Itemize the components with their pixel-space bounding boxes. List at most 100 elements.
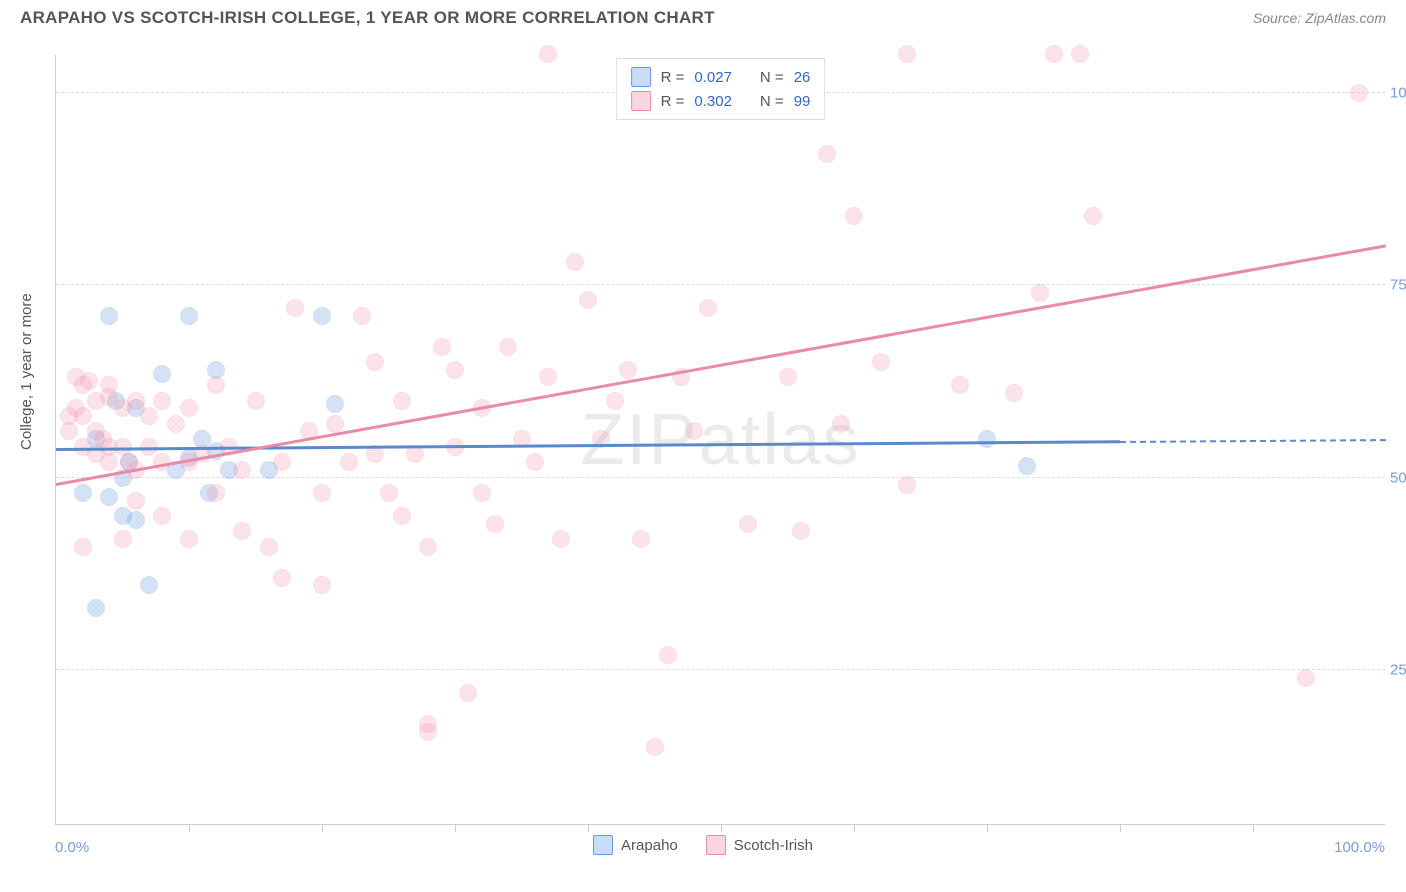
scatter-point <box>153 365 171 383</box>
legend-label: Arapaho <box>621 837 678 854</box>
xtick <box>1120 824 1121 832</box>
chart-title: ARAPAHO VS SCOTCH-IRISH COLLEGE, 1 YEAR … <box>20 8 715 28</box>
chart-header: ARAPAHO VS SCOTCH-IRISH COLLEGE, 1 YEAR … <box>0 0 1406 32</box>
scatter-point <box>353 307 371 325</box>
xtick <box>987 824 988 832</box>
scatter-point <box>978 430 996 448</box>
scatter-point <box>87 599 105 617</box>
scatter-point <box>326 395 344 413</box>
scatter-point <box>419 715 437 733</box>
scatter-point <box>127 511 145 529</box>
scatter-point <box>180 307 198 325</box>
scatter-point <box>273 569 291 587</box>
legend-swatch <box>631 91 651 111</box>
scatter-point <box>951 376 969 394</box>
gridline <box>56 669 1385 670</box>
scatter-point <box>286 299 304 317</box>
scatter-point <box>419 538 437 556</box>
scatter-point <box>233 461 251 479</box>
scatter-point <box>459 684 477 702</box>
r-label: R = <box>661 93 685 110</box>
scatter-point <box>1005 384 1023 402</box>
scatter-point <box>1350 84 1368 102</box>
scatter-point <box>818 145 836 163</box>
xtick <box>1253 824 1254 832</box>
scatter-point <box>845 207 863 225</box>
legend-item: Scotch-Irish <box>706 835 813 855</box>
legend-series: Arapaho Scotch-Irish <box>593 835 813 855</box>
scatter-point <box>486 515 504 533</box>
scatter-point <box>659 646 677 664</box>
scatter-point <box>273 453 291 471</box>
xtick <box>854 824 855 832</box>
scatter-point <box>898 45 916 63</box>
scatter-point <box>1297 669 1315 687</box>
n-label: N = <box>760 93 784 110</box>
scatter-point <box>74 538 92 556</box>
ytick-label: 75.0% <box>1390 277 1406 294</box>
scatter-point <box>127 392 145 410</box>
xtick <box>322 824 323 832</box>
scatter-point <box>326 415 344 433</box>
scatter-point <box>366 353 384 371</box>
legend-swatch <box>706 835 726 855</box>
scatter-point <box>632 530 650 548</box>
watermark-text: ZIPatlas <box>580 399 860 481</box>
scatter-point <box>832 415 850 433</box>
scatter-point <box>566 253 584 271</box>
scatter-point <box>1071 45 1089 63</box>
scatter-point <box>260 538 278 556</box>
scatter-point <box>406 445 424 463</box>
scatter-point <box>539 45 557 63</box>
scatter-point <box>699 299 717 317</box>
ytick-label: 50.0% <box>1390 469 1406 486</box>
scatter-point <box>433 338 451 356</box>
legend-row: R = 0.027 N = 26 <box>631 65 811 89</box>
xaxis-label: 0.0% <box>55 839 89 856</box>
scatter-point <box>100 488 118 506</box>
scatter-point <box>313 307 331 325</box>
scatter-point <box>539 368 557 386</box>
scatter-point <box>140 407 158 425</box>
scatter-point <box>140 576 158 594</box>
scatter-point <box>526 453 544 471</box>
r-value: 0.027 <box>694 69 732 86</box>
scatter-point <box>446 361 464 379</box>
scatter-point <box>579 291 597 309</box>
xtick <box>455 824 456 832</box>
scatter-point <box>100 307 118 325</box>
n-label: N = <box>760 69 784 86</box>
scatter-point <box>74 407 92 425</box>
scatter-point <box>872 353 890 371</box>
r-label: R = <box>661 69 685 86</box>
scatter-point <box>340 453 358 471</box>
gridline <box>56 477 1385 478</box>
scatter-point <box>74 484 92 502</box>
scatter-point <box>207 484 225 502</box>
scatter-chart: ZIPatlas 25.0%50.0%75.0%100.0%R =0.027N … <box>55 55 1385 825</box>
xaxis-label: 100.0% <box>1334 839 1385 856</box>
scatter-point <box>180 399 198 417</box>
scatter-point <box>313 484 331 502</box>
scatter-point <box>473 484 491 502</box>
legend-swatch <box>593 835 613 855</box>
source-attribution: Source: ZipAtlas.com <box>1253 10 1386 26</box>
scatter-point <box>393 392 411 410</box>
scatter-point <box>739 515 757 533</box>
trendline <box>56 244 1386 485</box>
scatter-point <box>1018 457 1036 475</box>
scatter-point <box>313 576 331 594</box>
scatter-point <box>207 376 225 394</box>
legend-stats: R =0.027N =26R =0.302N =99 <box>616 58 826 120</box>
scatter-point <box>619 361 637 379</box>
ytick-label: 100.0% <box>1390 84 1406 101</box>
scatter-point <box>167 415 185 433</box>
scatter-point <box>80 372 98 390</box>
n-value: 26 <box>794 69 811 86</box>
scatter-point <box>499 338 517 356</box>
scatter-point <box>247 392 265 410</box>
scatter-point <box>779 368 797 386</box>
scatter-point <box>100 453 118 471</box>
legend-swatch <box>631 67 651 87</box>
scatter-point <box>233 522 251 540</box>
